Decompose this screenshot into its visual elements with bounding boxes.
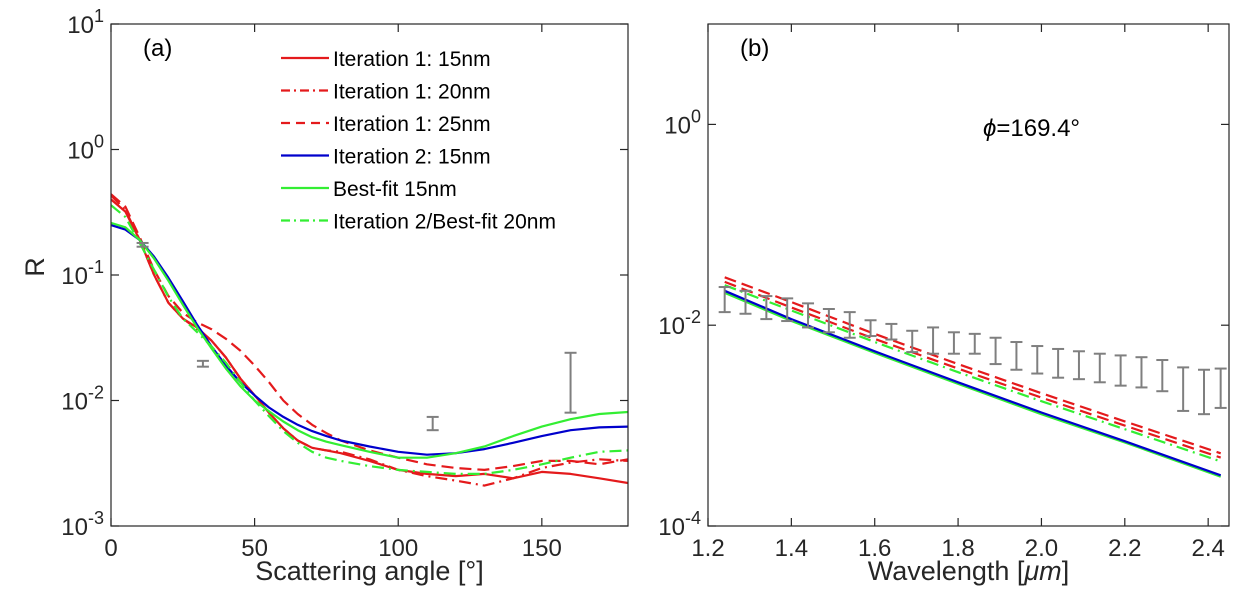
panel-a: R 0 50 100 150 10-3 10-2 10-1 100 101 (a) Scatteri… xyxy=(20,6,629,586)
b-axes-frame xyxy=(707,23,1230,527)
b-errorbar-1 xyxy=(739,289,752,315)
a-ytick-label-4: 101 xyxy=(67,6,104,39)
a-xtick-label-3: 150 xyxy=(522,535,562,562)
b-xtick-label-1: 1.4 xyxy=(775,535,808,562)
legend-a: Iteration 1: 15nm Iteration 1: 20nm Iterat… xyxy=(281,48,556,234)
legend-label-0: Iteration 1: 15nm xyxy=(333,48,491,71)
b-ytick-label-2: 100 xyxy=(664,106,701,139)
b-panel-label: (b) xyxy=(740,35,769,62)
b-ytick-label-1: 10-2 xyxy=(658,307,701,340)
b-xtick-label-2: 1.6 xyxy=(858,535,891,562)
b-series-line-0 xyxy=(724,276,1222,455)
a-errorbar-3 xyxy=(564,351,577,414)
b-errorbar-14 xyxy=(1010,341,1023,371)
legend-label-2: Iteration 1: 25nm xyxy=(333,113,491,136)
a-ytick-label-2: 10-1 xyxy=(61,257,104,290)
a-ytick-label-0: 10-3 xyxy=(61,508,104,541)
a-series-line-4 xyxy=(111,221,628,459)
b-errorbar-2 xyxy=(760,295,773,321)
b-errorbar-16 xyxy=(1052,347,1065,379)
b-errorbar-17 xyxy=(1072,350,1085,381)
xlabel-a: Scattering angle [°] xyxy=(255,556,483,586)
a-errorbar-0 xyxy=(136,241,149,248)
a-series-line-1 xyxy=(111,194,628,487)
b-series-line-4 xyxy=(724,289,1222,477)
b-errorbar-9 xyxy=(906,329,919,354)
b-xtick-label-6: 2.4 xyxy=(1191,535,1224,562)
b-xtick-label-4: 2.0 xyxy=(1025,535,1058,562)
b-series-line-1 xyxy=(724,280,1222,459)
b-errorbar-21 xyxy=(1156,359,1169,393)
b-errorbar-23 xyxy=(1197,368,1210,416)
a-xtick-label-1: 50 xyxy=(241,535,268,562)
legend-label-5: Iteration 2/Best-fit 20nm xyxy=(333,211,556,234)
a-series-line-2 xyxy=(111,193,628,471)
b-errorbar-0 xyxy=(718,286,731,314)
annotation-phi: ϕ=169.4° xyxy=(983,115,1080,142)
a-xtick-label-2: 100 xyxy=(378,535,418,562)
a-xtick-label-0: 0 xyxy=(104,535,117,562)
b-errorbar-24 xyxy=(1214,367,1227,409)
a-errorbar-1 xyxy=(196,359,209,368)
legend-label-1: Iteration 1: 20nm xyxy=(333,81,491,104)
b-errorbar-4 xyxy=(802,302,815,329)
a-errorbar-2 xyxy=(426,415,439,432)
b-errorbar-6 xyxy=(843,311,856,339)
b-xtick-label-5: 2.2 xyxy=(1108,535,1141,562)
b-ytick-label-0: 10-4 xyxy=(658,508,701,541)
panel-b: 1.2 1.4 1.6 1.8 2.0 2.2 2.4 10-4 10-2 100 (b) Wavel… xyxy=(658,23,1230,586)
b-errorbar-11 xyxy=(947,331,960,355)
b-xtick-label-3: 1.8 xyxy=(941,535,974,562)
b-errorbar-5 xyxy=(822,307,835,334)
b-errorbar-8 xyxy=(885,322,898,341)
b-errorbar-15 xyxy=(1031,345,1044,375)
b-errorbar-3 xyxy=(781,297,794,323)
b-errorbar-13 xyxy=(989,336,1002,366)
a-ytick-label-3: 100 xyxy=(67,132,104,165)
a-series-line-5 xyxy=(111,204,628,475)
a-series-line-3 xyxy=(111,224,628,456)
b-errorbar-19 xyxy=(1114,354,1127,387)
b-xtick-label-0: 1.2 xyxy=(691,535,724,562)
b-errorbar-12 xyxy=(968,332,981,355)
legend-label-4: Best-fit 15nm xyxy=(333,178,457,201)
ylabel-a: R xyxy=(20,257,50,277)
xlabel-b: Wavelength [μm] xyxy=(868,556,1069,586)
a-panel-label: (a) xyxy=(143,35,172,62)
a-ytick-label-1: 10-2 xyxy=(61,383,104,416)
b-errorbar-20 xyxy=(1135,356,1148,389)
b-series-line-2 xyxy=(724,284,1222,463)
legend-label-3: Iteration 2: 15nm xyxy=(333,146,491,169)
b-errorbar-10 xyxy=(927,326,940,355)
b-errorbar-22 xyxy=(1177,366,1190,412)
b-errorbar-18 xyxy=(1093,352,1106,384)
a-series-group xyxy=(111,193,628,487)
b-errorbar-7 xyxy=(864,319,877,338)
